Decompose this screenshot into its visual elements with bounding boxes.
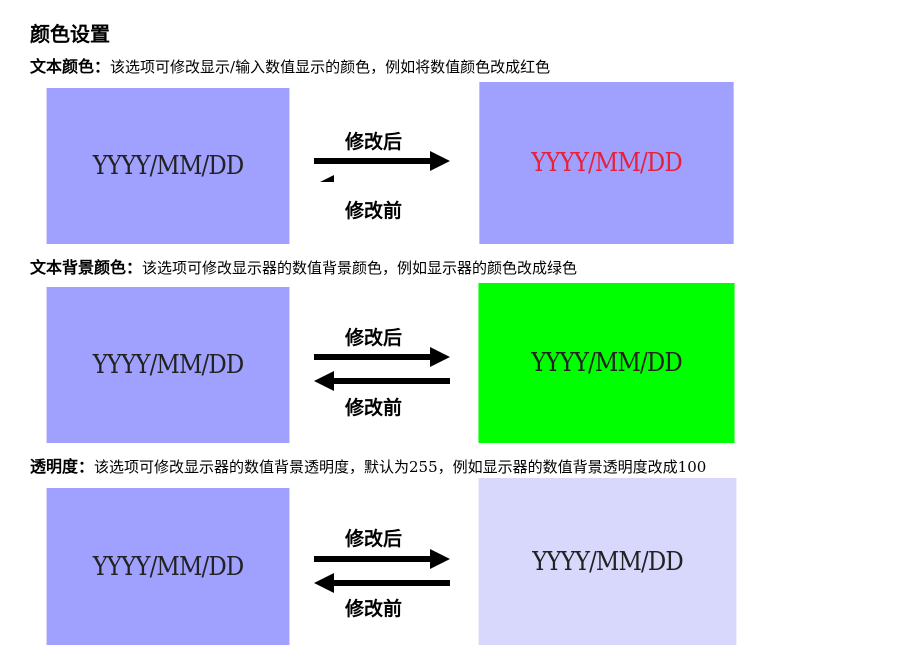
arrow-label: 修改前	[345, 598, 403, 620]
after-text: YYYY/MM/DD	[532, 546, 683, 577]
after-text: YYYY/MM/DD	[531, 348, 682, 378]
label: 文本背景颜色：	[30, 258, 143, 277]
before-text: YYYY/MM/DD	[92, 151, 244, 181]
before-box: YYYY/MM/DD	[46, 488, 290, 645]
description: 该选项可修改显示器的数值背景颜色，例如显示器的颜色改成绿色	[142, 259, 578, 277]
after-box: YYYY/MM/DD	[479, 82, 734, 244]
section-line: 透明度：该选项可修改显示器的数值背景透明度，默认为255，例如显示器的数值背景透…	[30, 453, 706, 477]
before-text: YYYY/MM/DD	[92, 551, 244, 582]
after-box: YYYY/MM/DD	[478, 283, 735, 443]
label: 透明度：	[30, 457, 95, 476]
after-box: YYYY/MM/DD	[478, 478, 737, 645]
arrow-label: 修改后	[345, 528, 403, 550]
section-line: 文本颜色：该选项可修改显示/输入数值显示的颜色，例如将数值颜色改成红色	[30, 53, 550, 77]
before-box: YYYY/MM/DD	[46, 287, 290, 443]
arrows	[314, 549, 450, 593]
section-line: 文本背景颜色：该选项可修改显示器的数值背景颜色，例如显示器的颜色改成绿色	[30, 254, 577, 278]
description: 该选项可修改显示器的数值背景透明度，默认为255，例如显示器的数值背景透明度改成…	[94, 458, 707, 476]
arrow-label: 修改前	[345, 200, 403, 222]
before-text: YYYY/MM/DD	[92, 350, 244, 380]
arrows	[314, 347, 450, 391]
arrows	[314, 151, 450, 182]
label: 文本颜色：	[30, 57, 111, 76]
after-text: YYYY/MM/DD	[531, 148, 682, 178]
arrow-label: 修改前	[345, 397, 403, 419]
arrow-label: 修改后	[345, 327, 403, 349]
heading: 颜色设置	[30, 22, 110, 46]
before-box: YYYY/MM/DD	[46, 88, 290, 244]
arrow-label: 修改后	[345, 131, 403, 153]
description: 该选项可修改显示/输入数值显示的颜色，例如将数值颜色改成红色	[110, 58, 551, 76]
